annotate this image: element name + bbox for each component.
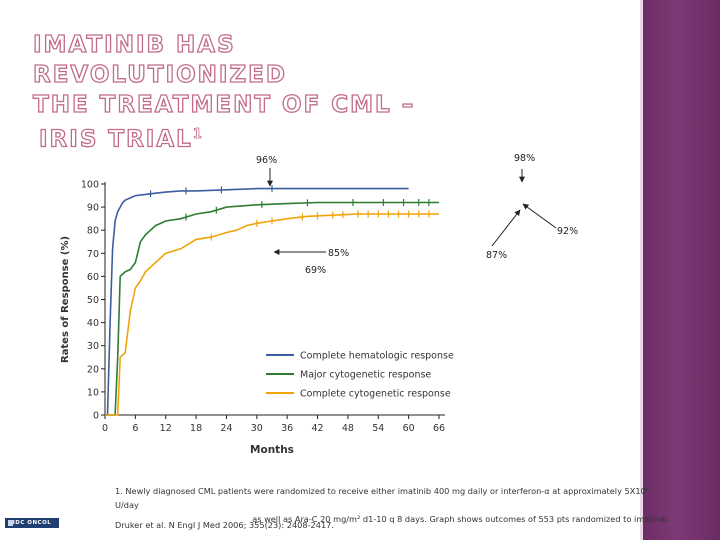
y-tick-label: 0 <box>93 411 99 422</box>
y-tick-label: 90 <box>87 203 99 214</box>
citation: Druker et al. N Engl J Med 2006; 355(23)… <box>115 520 334 530</box>
x-tick-label: 6 <box>132 423 138 434</box>
y-tick-label: 10 <box>87 387 99 398</box>
x-tick-label: 18 <box>190 423 202 434</box>
annotation-label: 69% <box>305 265 326 276</box>
x-tick-label: 30 <box>251 423 263 434</box>
annotation-label: 96% <box>256 155 277 166</box>
side-band-edge <box>640 0 643 540</box>
y-axis-label: Rates of Response (%) <box>60 236 71 363</box>
title-superscript: 1 <box>192 127 204 143</box>
x-axis-label: Months <box>250 444 294 456</box>
annotation-label: 87% <box>486 250 507 261</box>
x-tick-label: 42 <box>311 423 323 434</box>
title-line-3-text: IRIS TRIAL <box>38 126 193 153</box>
y-tick-label: 50 <box>87 295 99 306</box>
legend-label-2: Complete cytogenetic response <box>300 389 451 400</box>
x-tick-label: 36 <box>281 423 293 434</box>
annotation-label: 98% <box>514 153 535 164</box>
x-tick-label: 54 <box>372 423 384 434</box>
publisher-logo: IDC ONCOL <box>5 518 59 528</box>
title-line-3: IRIS TRIAL1 <box>33 120 453 155</box>
series-line-1 <box>105 201 439 416</box>
footnote: 1. Newly diagnosed CML patients were ran… <box>115 484 670 526</box>
x-tick-label: 24 <box>220 423 232 434</box>
legend-label-1: Major cytogenetic response <box>300 370 431 381</box>
x-tick-label: 66 <box>433 423 445 434</box>
annotation-arrow <box>491 209 521 247</box>
annotation-label: 92% <box>557 226 578 237</box>
x-tick-label: 60 <box>403 423 415 434</box>
y-tick-label: 80 <box>87 226 99 237</box>
legend-label-0: Complete hematologic response <box>300 351 454 362</box>
x-tick-label: 48 <box>342 423 354 434</box>
annotation-label: 85% <box>328 248 349 259</box>
x-tick-label: 12 <box>160 423 172 434</box>
chart-series <box>105 185 439 416</box>
y-tick-label: 30 <box>87 341 99 352</box>
chart-annotations: 96% 98% 92% 85% 87% 69% <box>256 153 578 276</box>
y-tick-label: 100 <box>81 180 99 191</box>
chart-axes: 0 10 20 30 40 50 60 70 80 90 100 0 6 12 18 24 30 36 42 48 54… <box>60 180 445 457</box>
y-tick-label: 40 <box>87 318 99 329</box>
chart-legend: Complete hematologic response Major cytog… <box>266 351 454 400</box>
footnote-line-1: 1. Newly diagnosed CML patients were ran… <box>115 486 650 510</box>
y-tick-label: 20 <box>87 364 99 375</box>
x-tick-label: 0 <box>102 423 108 434</box>
title-line-1: IMATINIB HAS REVOLUTIONIZED <box>32 31 287 88</box>
y-tick-label: 70 <box>87 249 99 260</box>
y-tick-label: 60 <box>87 272 99 283</box>
title-line-2: THE TREATMENT OF CML – <box>32 91 416 118</box>
slide-title: IMATINIB HAS REVOLUTIONIZED THE TREATMEN… <box>32 30 453 155</box>
series-line-0 <box>105 187 409 416</box>
decorative-side-band <box>640 0 720 540</box>
series-line-2 <box>105 213 439 416</box>
annotation-arrow <box>522 203 557 229</box>
footnote-line-2: as well as Ara-C 20 mg/m² d1-10 q 8 days… <box>252 514 670 524</box>
